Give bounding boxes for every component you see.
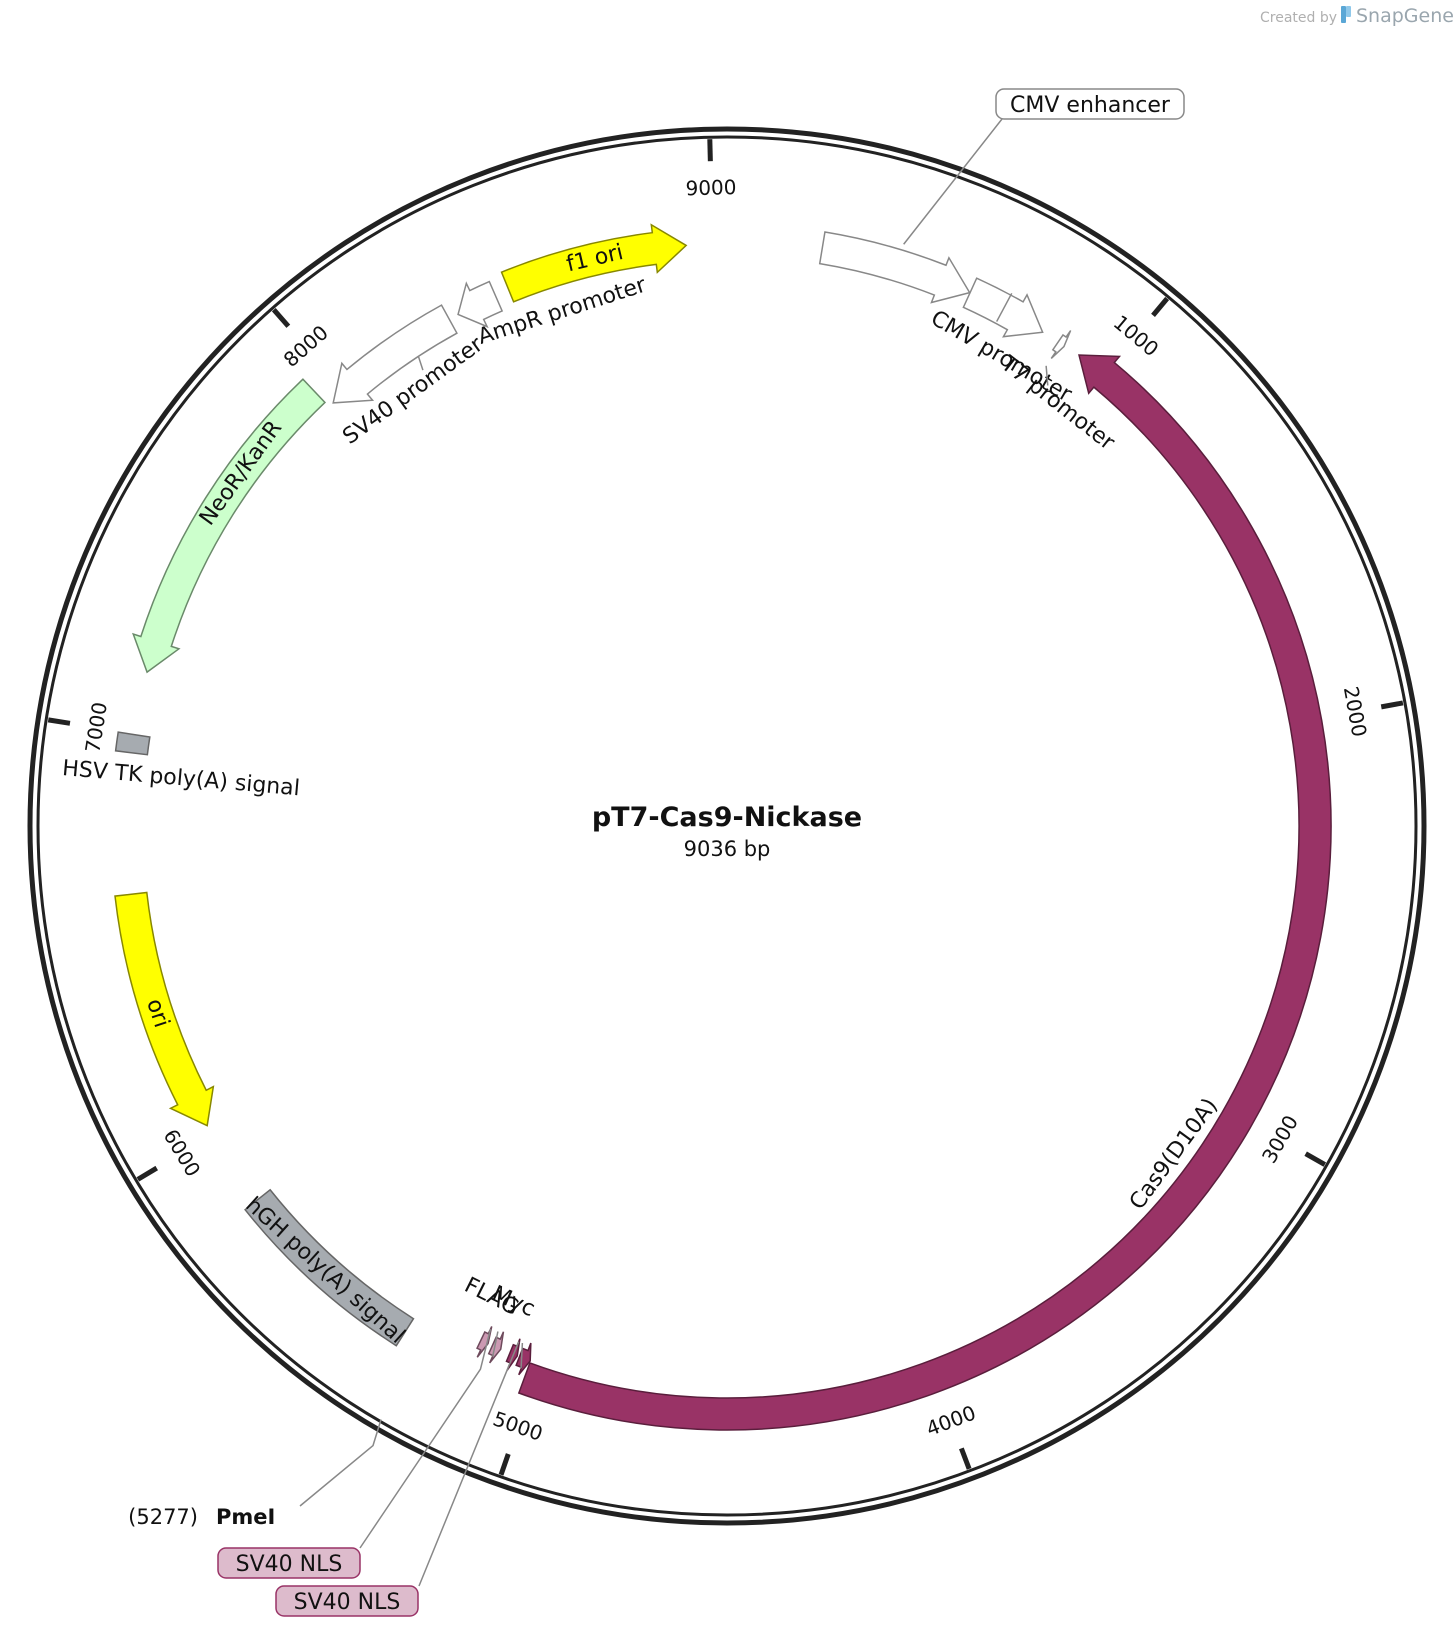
tick-8000 bbox=[271, 308, 291, 328]
tick-1000 bbox=[1151, 296, 1170, 317]
feature-arrows bbox=[114, 223, 1332, 1431]
feature-cas9-arrow[interactable] bbox=[517, 354, 1332, 1431]
tick-label-7000: 7000 bbox=[80, 700, 112, 754]
backbone-outer-ring bbox=[27, 126, 1427, 1526]
sv40-nls-1-leader bbox=[359, 1328, 492, 1549]
tick-7000 bbox=[47, 717, 71, 726]
callout-cmv-enhancer[interactable]: CMV enhancer bbox=[995, 88, 1185, 120]
feature-hsv-tk-polya-arrow[interactable] bbox=[114, 731, 151, 756]
plasmid-backbone bbox=[27, 126, 1427, 1526]
sv40-nls-2-leader bbox=[418, 1341, 520, 1587]
restriction-site-pmei[interactable]: (5277) PmeI bbox=[128, 1505, 275, 1529]
feature-ori-arrow[interactable] bbox=[114, 891, 215, 1127]
feature-t7-promoter-arrow[interactable] bbox=[1050, 330, 1072, 359]
tick-label-8000: 8000 bbox=[279, 320, 333, 372]
tick-label-9000: 9000 bbox=[685, 175, 736, 200]
tick-label-4000: 4000 bbox=[923, 1401, 979, 1441]
feature-neor-kanr-arrow[interactable] bbox=[132, 378, 327, 674]
feature-hgh-polya-arrow[interactable] bbox=[244, 1188, 415, 1347]
tick-label-1000: 1000 bbox=[1109, 310, 1163, 361]
tick-label-2000: 2000 bbox=[1339, 684, 1372, 738]
backbone-inner-ring bbox=[36, 135, 1418, 1517]
cmv-enhancer-leader bbox=[903, 118, 1003, 245]
tick-6000 bbox=[136, 1165, 159, 1182]
callout-sv40-nls-1-label: SV40 NLS bbox=[236, 1552, 343, 1577]
feature-flag-arrow[interactable] bbox=[487, 1331, 505, 1364]
tick-3000 bbox=[1304, 1151, 1327, 1167]
leader-lines bbox=[299, 118, 1049, 1587]
feature-cmv-promoter-arrow[interactable] bbox=[962, 277, 1044, 338]
pmei-position: (5277) bbox=[128, 1505, 198, 1529]
callout-sv40-nls-1[interactable]: SV40 NLS bbox=[217, 1547, 361, 1579]
callout-cmv-enhancer-label: CMV enhancer bbox=[1010, 93, 1171, 118]
tick-label-5000: 5000 bbox=[490, 1406, 546, 1445]
feature-sv40-nls-2-arrow[interactable] bbox=[476, 1326, 493, 1358]
feature-label-hsv-tk-polya: HSV TK poly(A) signal bbox=[61, 756, 301, 801]
flag-leader bbox=[491, 1331, 499, 1357]
feature-cmv-enhancer-arrow[interactable] bbox=[818, 231, 971, 304]
tick-5000 bbox=[498, 1453, 511, 1476]
tick-9000 bbox=[707, 139, 713, 162]
tick-2000 bbox=[1380, 700, 1404, 710]
snapgene-logo-icon bbox=[1341, 6, 1351, 23]
callout-sv40-nls-2[interactable]: SV40 NLS bbox=[275, 1585, 419, 1617]
snapgene-brand-name: SnapGene bbox=[1356, 5, 1454, 27]
tick-label-3000: 3000 bbox=[1257, 1111, 1303, 1167]
pmei-leader bbox=[299, 1419, 382, 1507]
pmei-name: PmeI bbox=[216, 1505, 275, 1529]
myc-leader bbox=[520, 1342, 524, 1369]
plasmid-name: pT7-Cas9-Nickase bbox=[592, 802, 862, 833]
plasmid-size: 9036 bp bbox=[684, 837, 771, 861]
cmv-promoter-divider bbox=[995, 292, 1013, 322]
sv40-promoter-leader bbox=[417, 356, 424, 371]
feature-myc-arrow[interactable] bbox=[515, 1342, 532, 1376]
tick-4000 bbox=[959, 1447, 972, 1470]
created-by-text: Created by bbox=[1260, 10, 1337, 26]
feature-label-neor-kanr: NeoR/KanR bbox=[195, 416, 287, 530]
feature-label-hgh-polya: hGH poly(A) signal bbox=[240, 1193, 409, 1349]
callout-sv40-nls-2-label: SV40 NLS bbox=[294, 1590, 401, 1615]
feature-sv40-promoter-arrow[interactable] bbox=[332, 304, 458, 404]
feature-f1-ori-arrow[interactable] bbox=[500, 223, 688, 303]
t7-promoter-leader bbox=[1045, 365, 1049, 386]
feature-ampr-promoter-arrow[interactable] bbox=[457, 280, 504, 329]
tick-label-6000: 6000 bbox=[159, 1125, 206, 1181]
